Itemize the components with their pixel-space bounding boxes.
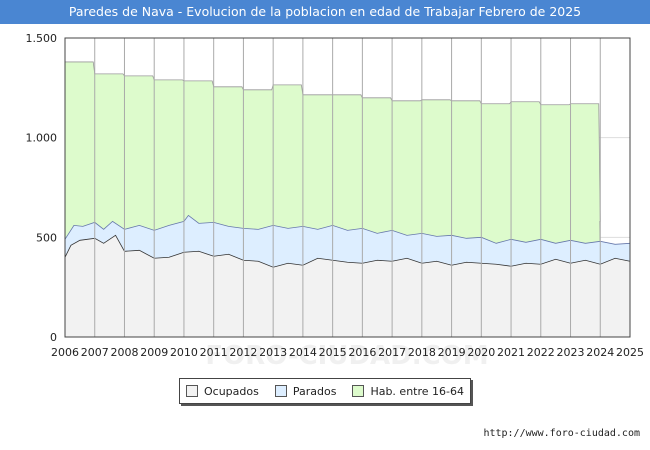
x-tick-label-2009: 2009 [140, 346, 168, 359]
legend-label-ocupados: Ocupados [203, 384, 259, 398]
x-tick-label-2014: 2014 [289, 346, 317, 359]
x-tick-label-2024: 2024 [586, 346, 614, 359]
x-tick-label-2010: 2010 [170, 346, 198, 359]
legend-item-parados: Parados [274, 384, 337, 398]
y-tick-label-2: 1.000 [26, 132, 58, 145]
x-tick-label-2015: 2015 [319, 346, 347, 359]
year-lines [94, 38, 601, 337]
x-tick-label-2006: 2006 [51, 346, 79, 359]
plot-frame [64, 37, 631, 338]
y-tick-label-3: 1.500 [26, 32, 58, 45]
x-tick-label-2022: 2022 [527, 346, 555, 359]
x-tick-label-2025: 2025 [616, 346, 644, 359]
y-axis: 0 500 1.000 1.500 [26, 32, 58, 344]
x-tick-label-2007: 2007 [81, 346, 109, 359]
legend-swatch-parados [274, 385, 287, 397]
x-tick-label-2016: 2016 [348, 346, 376, 359]
legend-label-parados: Parados [292, 384, 337, 398]
series-areas [64, 61, 631, 338]
watermark: FORO-CIUDAD.COM [205, 341, 488, 371]
y-tick-label-0: 0 [50, 331, 57, 344]
x-tick-label-2018: 2018 [408, 346, 436, 359]
legend-item-ocupados: Ocupados [185, 384, 259, 398]
legend-swatch-hab [352, 385, 365, 397]
legend-item-hab: Hab. entre 16-64 [352, 385, 464, 398]
series-ocupados-area [65, 235, 630, 337]
x-tick-label-2021: 2021 [497, 346, 525, 359]
x-tick-label-2023: 2023 [557, 346, 585, 359]
x-tick-label-2008: 2008 [110, 346, 138, 359]
chart-title: Paredes de Nava - Evolucion de la poblac… [0, 0, 650, 24]
y-tick-label-1: 500 [36, 231, 57, 244]
source-url[interactable]: http://www.foro-ciudad.com [483, 428, 640, 439]
legend: Ocupados Parados Hab. entre 16-64 [179, 378, 471, 404]
x-tick-label-2020: 2020 [467, 346, 495, 359]
x-tick-label-2017: 2017 [378, 346, 406, 359]
x-tick-label-2011: 2011 [200, 346, 228, 359]
legend-swatch-ocupados [185, 385, 198, 397]
x-tick-label-2013: 2013 [259, 346, 287, 359]
series-parados-line [64, 214, 631, 245]
x-tick-label-2019: 2019 [438, 346, 466, 359]
x-axis: 2006 2007 2008 2009 2010 2011 2012 2013 2014 2015… [51, 346, 644, 359]
legend-label-hab: Hab. entre 16-64 [370, 384, 464, 398]
x-tick-label-2012: 2012 [229, 346, 257, 359]
